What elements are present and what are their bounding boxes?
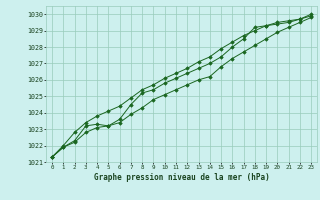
X-axis label: Graphe pression niveau de la mer (hPa): Graphe pression niveau de la mer (hPa) xyxy=(94,173,269,182)
